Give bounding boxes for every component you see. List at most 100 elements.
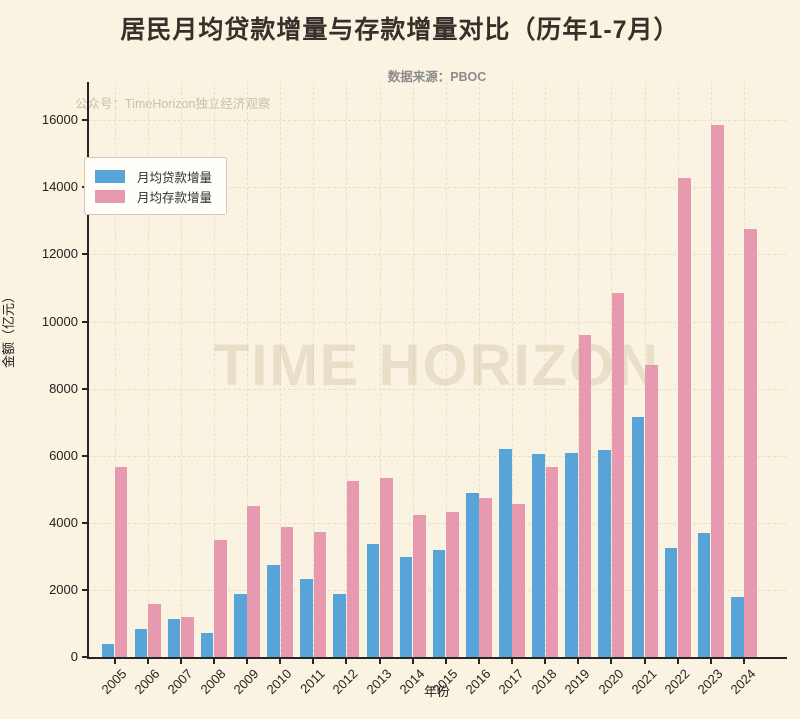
x-tick-2009 <box>246 659 249 664</box>
gridline-x-2009 <box>247 82 249 657</box>
bar-deposit-2019 <box>578 335 592 657</box>
gridline-x-2018 <box>545 82 547 657</box>
x-tick-2008 <box>212 659 215 664</box>
bar-loan-2008 <box>200 632 214 657</box>
y-tick-6000 <box>82 454 88 457</box>
gridline-x-2012 <box>346 82 348 657</box>
bar-loan-2020 <box>598 449 612 657</box>
legend-label-loan: 月均贷款增量 <box>137 170 213 185</box>
gridline-y-10000 <box>88 321 786 323</box>
legend: 月均贷款增量 月均存款增量 <box>84 157 228 215</box>
legend-swatch-loan <box>95 169 125 183</box>
y-tick-10000 <box>82 320 88 323</box>
gridline-y-4000 <box>88 522 786 524</box>
x-tick-2005 <box>113 659 116 664</box>
bar-loan-2021 <box>631 417 645 657</box>
x-axis-title: 年份 <box>423 684 450 699</box>
bar-deposit-2018 <box>545 466 559 657</box>
watermark-account: 公众号：TimeHorizon独立经济观察 <box>75 97 271 111</box>
bar-loan-2022 <box>664 547 678 657</box>
y-tick-2000 <box>82 588 88 591</box>
x-tick-2015 <box>444 659 447 664</box>
x-tick-2022 <box>676 659 679 664</box>
x-tick-2006 <box>146 659 149 664</box>
x-tick-2024 <box>742 659 745 664</box>
x-tick-2020 <box>610 659 613 664</box>
gridline-y-14000 <box>88 187 786 189</box>
legend-item-deposit: 月均存款增量 <box>95 186 212 206</box>
y-tick-label-16000: 16000 <box>41 112 78 128</box>
bar-deposit-2005 <box>114 467 128 657</box>
bar-deposit-2006 <box>148 603 161 657</box>
gridline-y-8000 <box>88 388 786 390</box>
bar-deposit-2016 <box>479 498 492 657</box>
bar-loan-2006 <box>134 628 148 657</box>
x-tick-2012 <box>345 659 348 664</box>
bar-deposit-2008 <box>214 539 227 657</box>
y-tick-label-0: 0 <box>70 649 78 664</box>
page-title: 居民月均贷款增量与存款增量对比（历年1-7月） <box>120 16 680 44</box>
gridline-x-2013 <box>379 82 381 657</box>
x-tick-2019 <box>577 659 580 664</box>
bar-loan-2018 <box>532 454 545 657</box>
x-tick-2018 <box>544 659 547 664</box>
bar-deposit-2022 <box>678 178 691 657</box>
bar-loan-2005 <box>101 643 115 657</box>
legend-item-loan: 月均贷款增量 <box>95 166 212 186</box>
bar-deposit-2023 <box>711 124 724 657</box>
bar-loan-2011 <box>300 578 313 657</box>
gridline-x-2014 <box>412 82 414 657</box>
bar-deposit-2013 <box>379 477 393 657</box>
x-tick-2013 <box>378 659 381 664</box>
legend-label-deposit: 月均存款增量 <box>137 190 213 205</box>
bar-deposit-2017 <box>512 504 526 657</box>
y-tick-16000 <box>82 119 88 122</box>
gridline-x-2011 <box>313 82 315 657</box>
bar-deposit-2012 <box>346 480 360 657</box>
bar-deposit-2009 <box>247 505 260 657</box>
gridline-x-2007 <box>180 82 182 657</box>
bar-loan-2016 <box>465 493 479 657</box>
data-source-subtitle: 数据来源：PBOC <box>387 70 487 84</box>
bar-deposit-2015 <box>446 512 459 657</box>
y-axis-title: 金额（亿元） <box>1 289 16 368</box>
y-tick-label-10000: 10000 <box>41 313 78 329</box>
x-tick-2007 <box>179 659 182 664</box>
bar-loan-2007 <box>167 619 181 657</box>
bar-loan-2012 <box>333 593 346 657</box>
y-axis-spine <box>87 82 89 659</box>
y-tick-label-14000: 14000 <box>41 179 78 195</box>
gridline-y-6000 <box>88 455 786 457</box>
bar-deposit-2007 <box>181 617 194 657</box>
y-tick-0 <box>82 656 88 658</box>
x-tick-2016 <box>477 659 480 664</box>
bar-deposit-2010 <box>280 527 294 657</box>
gridline-x-2015 <box>445 82 447 657</box>
bar-loan-2015 <box>432 549 446 657</box>
x-tick-2010 <box>279 659 282 664</box>
bar-loan-2009 <box>234 593 247 657</box>
x-axis-spine <box>87 657 787 659</box>
gridline-x-2008 <box>213 82 215 657</box>
bar-loan-2017 <box>499 449 512 657</box>
y-tick-label-2000: 2000 <box>49 581 78 597</box>
bar-loan-2019 <box>565 452 578 657</box>
y-tick-label-8000: 8000 <box>49 380 78 396</box>
x-tick-2014 <box>411 659 414 664</box>
bar-deposit-2021 <box>644 365 658 657</box>
bar-deposit-2024 <box>744 228 757 657</box>
bar-loan-2014 <box>399 557 413 657</box>
gridline-y-16000 <box>88 120 786 122</box>
bar-loan-2023 <box>697 532 711 657</box>
bar-deposit-2011 <box>313 531 327 657</box>
x-tick-2011 <box>312 659 315 664</box>
y-tick-label-4000: 4000 <box>49 514 78 530</box>
bar-loan-2024 <box>730 597 744 657</box>
y-tick-4000 <box>82 521 88 524</box>
bar-deposit-2014 <box>413 514 426 657</box>
y-tick-12000 <box>82 253 88 256</box>
gridline-x-2017 <box>512 82 514 657</box>
y-tick-label-12000: 12000 <box>41 246 78 262</box>
gridline-x-2006 <box>147 82 149 657</box>
